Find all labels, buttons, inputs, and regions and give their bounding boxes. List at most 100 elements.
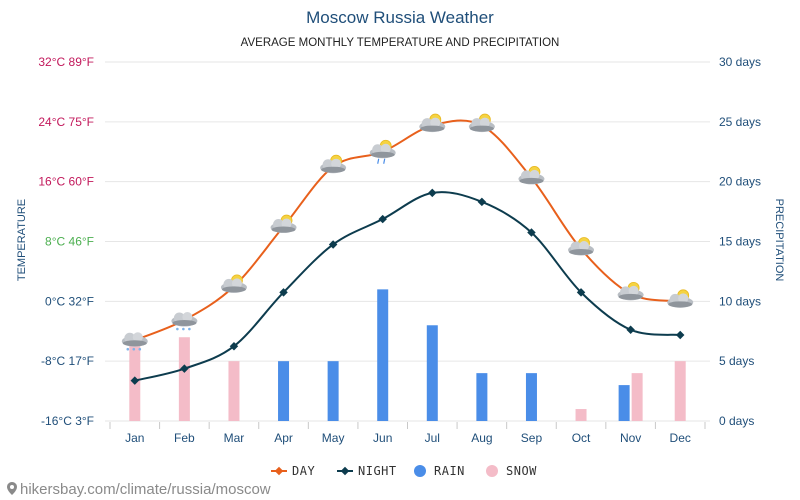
cloud-sun-icon: [667, 289, 694, 308]
snow-bar: [631, 373, 643, 421]
cloud-sun-icon: [568, 237, 595, 256]
night-point: [279, 288, 288, 297]
snow-bar: [575, 409, 587, 421]
grid: [105, 61, 710, 422]
night-point: [130, 376, 140, 385]
legend-swatch-rain: [414, 465, 426, 477]
cloud-shadow: [618, 293, 643, 300]
cloud-shape: [430, 117, 441, 128]
y-left-tick-label: 32°C 89°F: [38, 55, 94, 69]
cloud-shape: [132, 332, 143, 343]
snowflake-shape: [182, 327, 185, 331]
y-right-tick-label: 30 days: [719, 55, 761, 69]
snowflake-shape: [138, 347, 142, 351]
night-point: [229, 341, 239, 351]
temperature-lines: [130, 119, 685, 385]
precipitation-bars: [129, 289, 686, 421]
snowflake-shape: [132, 347, 136, 351]
legend: DAY NIGHT RAIN SNOW: [271, 464, 537, 478]
cloud-shadow: [172, 320, 197, 327]
rain-bar: [327, 361, 339, 421]
x-tick-label: Jun: [373, 431, 392, 445]
x-tick-label: Nov: [620, 431, 641, 445]
rain-bar: [525, 373, 537, 421]
cloud-shadow: [370, 151, 395, 158]
y-left-tick-label: 0°C 32°F: [45, 294, 94, 308]
cloud-shape: [380, 143, 391, 154]
cloud-shape: [231, 278, 242, 289]
cloud-snow-icon: [121, 332, 148, 351]
y-right-axis-label: PRECIPITATION: [773, 199, 785, 282]
y-right-tick-label: 0 days: [719, 414, 754, 428]
cloud-shadow: [519, 177, 544, 184]
weather-icons: [121, 113, 694, 351]
map-pin-icon: [7, 482, 17, 495]
x-tick-label: Jan: [125, 431, 144, 445]
legend-label: DAY: [292, 464, 315, 478]
cloud-shadow: [122, 340, 147, 347]
snowflake-shape: [188, 327, 191, 331]
y-right-tick-label: 10 days: [719, 294, 761, 308]
snowflake-shape: [126, 347, 130, 351]
cloud-shadow: [321, 166, 346, 173]
x-tick-label: Apr: [274, 431, 293, 445]
footer-source[interactable]: hikersbay.com/climate/russia/moscow: [7, 481, 271, 498]
cloud-shadow: [668, 301, 693, 308]
snowflake-shape: [176, 327, 179, 331]
cloud-shadow: [271, 226, 296, 233]
cloud-shape: [182, 312, 193, 323]
cloud-sun-icon: [220, 274, 247, 293]
x-tick-label: Sep: [521, 431, 543, 445]
y-left-tick-label: 8°C 46°F: [45, 235, 94, 249]
night-point: [428, 188, 437, 198]
rain-bar: [618, 385, 630, 421]
cloud-sun-icon: [518, 166, 545, 185]
snow-bar: [228, 361, 240, 421]
cloud-snow-icon: [171, 312, 198, 331]
x-tick-label: Aug: [471, 431, 492, 445]
rain-bar: [278, 361, 290, 421]
cloud-shadow: [420, 125, 445, 132]
cloud-sun-icon: [617, 281, 644, 301]
chart-title: Moscow Russia Weather: [306, 8, 494, 27]
y-right-tick-label: 15 days: [719, 235, 761, 249]
source-link[interactable]: hikersbay.com/climate/russia/moscow: [20, 481, 271, 498]
snow-bar: [674, 361, 686, 421]
rain-bar: [426, 325, 438, 421]
x-tick-label: Mar: [224, 431, 245, 445]
chart-subtitle: AVERAGE MONTHLY TEMPERATURE AND PRECIPIT…: [241, 37, 560, 49]
y-left-tick-label: -16°C 3°F: [41, 414, 94, 428]
cloud-shadow: [221, 286, 246, 293]
x-tick-label: Oct: [572, 431, 591, 445]
cloud-sun-icon: [270, 214, 297, 234]
y-left-axis-label: TEMPERATURE: [16, 199, 28, 281]
rain-bar: [476, 373, 488, 421]
cloud-sun-icon: [468, 113, 495, 133]
x-tick-label: Feb: [174, 431, 195, 445]
rain-bar: [377, 289, 389, 421]
cloud-shape: [628, 285, 639, 296]
y-right-tick-label: 20 days: [719, 175, 761, 189]
cloud-sun-icon: [419, 113, 446, 133]
y-left-tick-label: -8°C 17°F: [41, 354, 94, 368]
cloud-shape: [579, 240, 590, 251]
legend-marker: [274, 466, 284, 476]
legend-marker: [340, 466, 350, 476]
cloud-shape: [678, 293, 689, 304]
cloud-shadow: [469, 125, 494, 132]
cloud-shape: [479, 117, 490, 128]
legend-label: RAIN: [434, 464, 465, 478]
cloud-shape: [331, 158, 342, 169]
y-right-tick-label: 25 days: [719, 115, 761, 129]
cloud-sun-icon: [320, 154, 347, 174]
night-point: [675, 330, 685, 340]
night-point: [180, 364, 189, 373]
legend-swatch-snow: [486, 465, 498, 477]
night-point: [576, 288, 586, 297]
legend-label: NIGHT: [358, 464, 397, 478]
cloud-sun-rain-icon: [369, 139, 396, 164]
raindrop-shape: [383, 158, 386, 164]
legend-label: SNOW: [506, 464, 537, 478]
x-tick-label: Dec: [670, 431, 691, 445]
